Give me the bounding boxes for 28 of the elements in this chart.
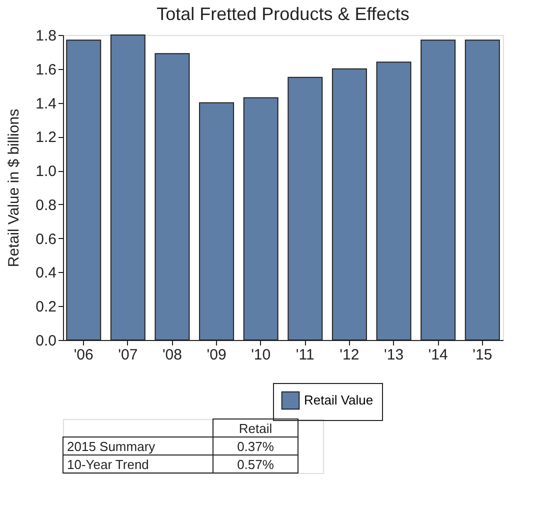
y-tick-label: 1.8 xyxy=(36,28,56,44)
y-tick-label: 1.4 xyxy=(36,95,56,112)
y-tick-label: 0.0 xyxy=(36,332,56,350)
x-tick-label: '09 xyxy=(206,346,226,364)
x-tick-label: '07 xyxy=(118,346,138,364)
x-tick-label: '10 xyxy=(251,346,271,364)
x-tick-label: '14 xyxy=(428,346,448,364)
y-tick-label: 0.2 xyxy=(36,298,56,316)
y-tick-label: 1.2 xyxy=(36,129,56,146)
text: 2015 Summary xyxy=(67,438,156,454)
y-tick-label: 1.0 xyxy=(36,163,56,180)
text: 10-Year Trend xyxy=(67,456,149,472)
x-tick-label: '11 xyxy=(296,346,314,364)
x-tick-label: '12 xyxy=(340,346,360,364)
y-axis-title: Retail Value in $ billions xyxy=(6,108,23,268)
x-tick-label: '15 xyxy=(472,346,492,364)
x-tick-label: '08 xyxy=(162,346,182,364)
chart-title: Total Fretted Products & Effects xyxy=(156,4,410,24)
y-tick-label: 1.6 xyxy=(36,61,56,78)
text: 0.57% xyxy=(237,456,274,472)
y-tick-label: 0.6 xyxy=(36,230,56,248)
legend-label: Retail Value xyxy=(304,392,374,408)
y-tick-label: 0.8 xyxy=(36,196,56,214)
x-tick-label: '06 xyxy=(74,346,94,364)
x-tick-label: '13 xyxy=(384,346,404,364)
text: Retail xyxy=(238,420,272,436)
y-tick-label: 0.4 xyxy=(36,264,56,282)
text: 0.37% xyxy=(237,438,274,454)
